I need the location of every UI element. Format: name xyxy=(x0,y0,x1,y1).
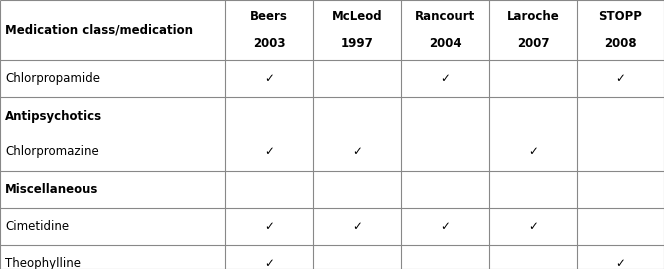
Text: 2004: 2004 xyxy=(429,37,461,50)
Text: ✓: ✓ xyxy=(528,220,538,233)
Text: 2003: 2003 xyxy=(253,37,286,50)
Text: Laroche: Laroche xyxy=(507,10,559,23)
Text: 2008: 2008 xyxy=(604,37,637,50)
Text: Theophylline: Theophylline xyxy=(5,257,81,269)
Text: McLeod: McLeod xyxy=(332,10,382,23)
Text: Medication class/medication: Medication class/medication xyxy=(5,23,193,37)
Text: Antipsychotics: Antipsychotics xyxy=(5,111,102,123)
Text: Chlorpropamide: Chlorpropamide xyxy=(5,72,100,85)
Text: 1997: 1997 xyxy=(341,37,373,50)
Text: ✓: ✓ xyxy=(352,220,362,233)
Text: Chlorpromazine: Chlorpromazine xyxy=(5,144,99,158)
Text: Miscellaneous: Miscellaneous xyxy=(5,183,98,196)
Text: ✓: ✓ xyxy=(264,144,274,158)
Text: ✓: ✓ xyxy=(352,144,362,158)
Text: STOPP: STOPP xyxy=(598,10,643,23)
Text: ✓: ✓ xyxy=(616,257,625,269)
Text: ✓: ✓ xyxy=(264,72,274,85)
Text: ✓: ✓ xyxy=(440,72,450,85)
Text: ✓: ✓ xyxy=(264,220,274,233)
Text: ✓: ✓ xyxy=(264,257,274,269)
Text: Cimetidine: Cimetidine xyxy=(5,220,69,233)
Text: ✓: ✓ xyxy=(616,72,625,85)
Text: Rancourt: Rancourt xyxy=(415,10,475,23)
Text: ✓: ✓ xyxy=(528,144,538,158)
Text: Beers: Beers xyxy=(250,10,288,23)
Text: ✓: ✓ xyxy=(440,220,450,233)
Text: 2007: 2007 xyxy=(517,37,549,50)
